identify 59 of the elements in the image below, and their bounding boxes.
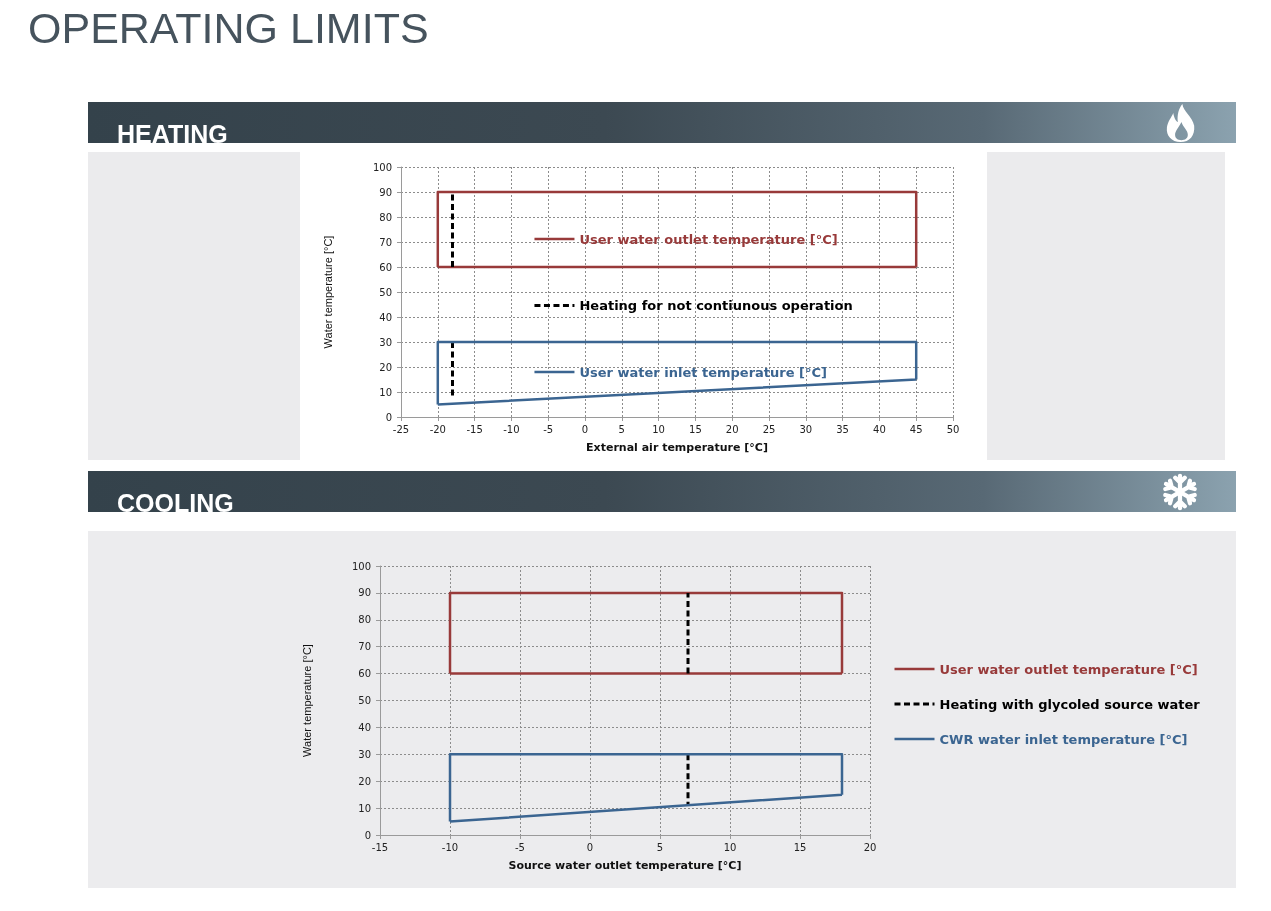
y-tick-label: 60 — [358, 668, 371, 680]
x-tick-label: -10 — [503, 423, 520, 435]
x-tick-label: -25 — [392, 423, 410, 435]
y-tick-label: 50 — [358, 695, 371, 706]
x-tick-label: 20 — [863, 841, 877, 853]
y-tick-label: 30 — [358, 748, 371, 760]
x-tick-label: 5 — [618, 423, 625, 435]
text: COOLING — [117, 488, 234, 517]
legend-label: User water inlet temperature [°C] — [579, 364, 828, 380]
y-tick-label: 0 — [385, 411, 392, 423]
x-tick-label: 15 — [689, 423, 702, 435]
y-tick-label: 70 — [358, 641, 371, 653]
x-tick-label: -10 — [441, 841, 459, 853]
legend-label: Heating for not contiunous operation — [579, 298, 853, 313]
x-tick-label: 10 — [652, 423, 665, 435]
x-tick-label: -20 — [429, 423, 446, 435]
x-tick-label: 0 — [581, 423, 589, 435]
y-tick-label: 20 — [379, 361, 392, 373]
y-tick-label: 60 — [379, 261, 392, 273]
x-tick-label: 25 — [762, 423, 776, 435]
x-tick-label: 10 — [723, 841, 737, 853]
legend-label: User water outlet temperature [°C] — [939, 661, 1198, 677]
y-tick-label: 10 — [379, 386, 392, 398]
x-axis-title: External air temperature [°C] — [586, 441, 768, 454]
y-tick-label: 0 — [364, 829, 371, 841]
text: HEATING — [117, 119, 228, 148]
y-axis-title: Water temperature [°C] — [300, 644, 313, 757]
y-tick-label: 90 — [358, 587, 371, 599]
y-tick-label: 100 — [351, 560, 371, 572]
legend-label: CWR water inlet temperature [°C] — [939, 731, 1188, 747]
x-tick-label: -15 — [466, 423, 483, 435]
y-tick-label: 100 — [372, 161, 392, 173]
x-axis-title: Source water outlet temperature [°C] — [508, 859, 742, 872]
x-tick-label: 40 — [873, 423, 886, 435]
y-tick-label: 70 — [379, 236, 392, 248]
x-tick-label: 30 — [799, 423, 813, 435]
y-tick-label: 50 — [379, 286, 392, 298]
y-tick-label: 80 — [358, 614, 371, 626]
legend-label: Heating with glycoled source water — [939, 696, 1201, 712]
x-tick-label: 15 — [793, 841, 807, 853]
y-tick-label: 40 — [379, 311, 392, 323]
y-tick-label: 40 — [358, 721, 371, 733]
y-axis-title: Water temperature [°C] — [321, 235, 334, 349]
x-tick-label: -5 — [543, 423, 554, 435]
y-tick-label: 80 — [379, 211, 392, 223]
legend-label: User water outlet temperature [°C] — [579, 231, 838, 247]
y-tick-label: 30 — [379, 336, 392, 348]
x-tick-label: 45 — [909, 423, 923, 435]
y-tick-label: 10 — [358, 802, 371, 814]
y-tick-label: 90 — [379, 186, 392, 198]
x-tick-label: 5 — [656, 841, 664, 853]
text: OPERATING LIMITS — [28, 3, 429, 53]
x-tick-label: 50 — [946, 423, 960, 435]
x-tick-label: -15 — [371, 841, 389, 853]
x-tick-label: 35 — [836, 423, 849, 435]
x-tick-label: 0 — [586, 841, 594, 853]
y-tick-label: 20 — [358, 775, 371, 787]
x-tick-label: -5 — [515, 841, 525, 853]
x-tick-label: 20 — [725, 423, 739, 435]
